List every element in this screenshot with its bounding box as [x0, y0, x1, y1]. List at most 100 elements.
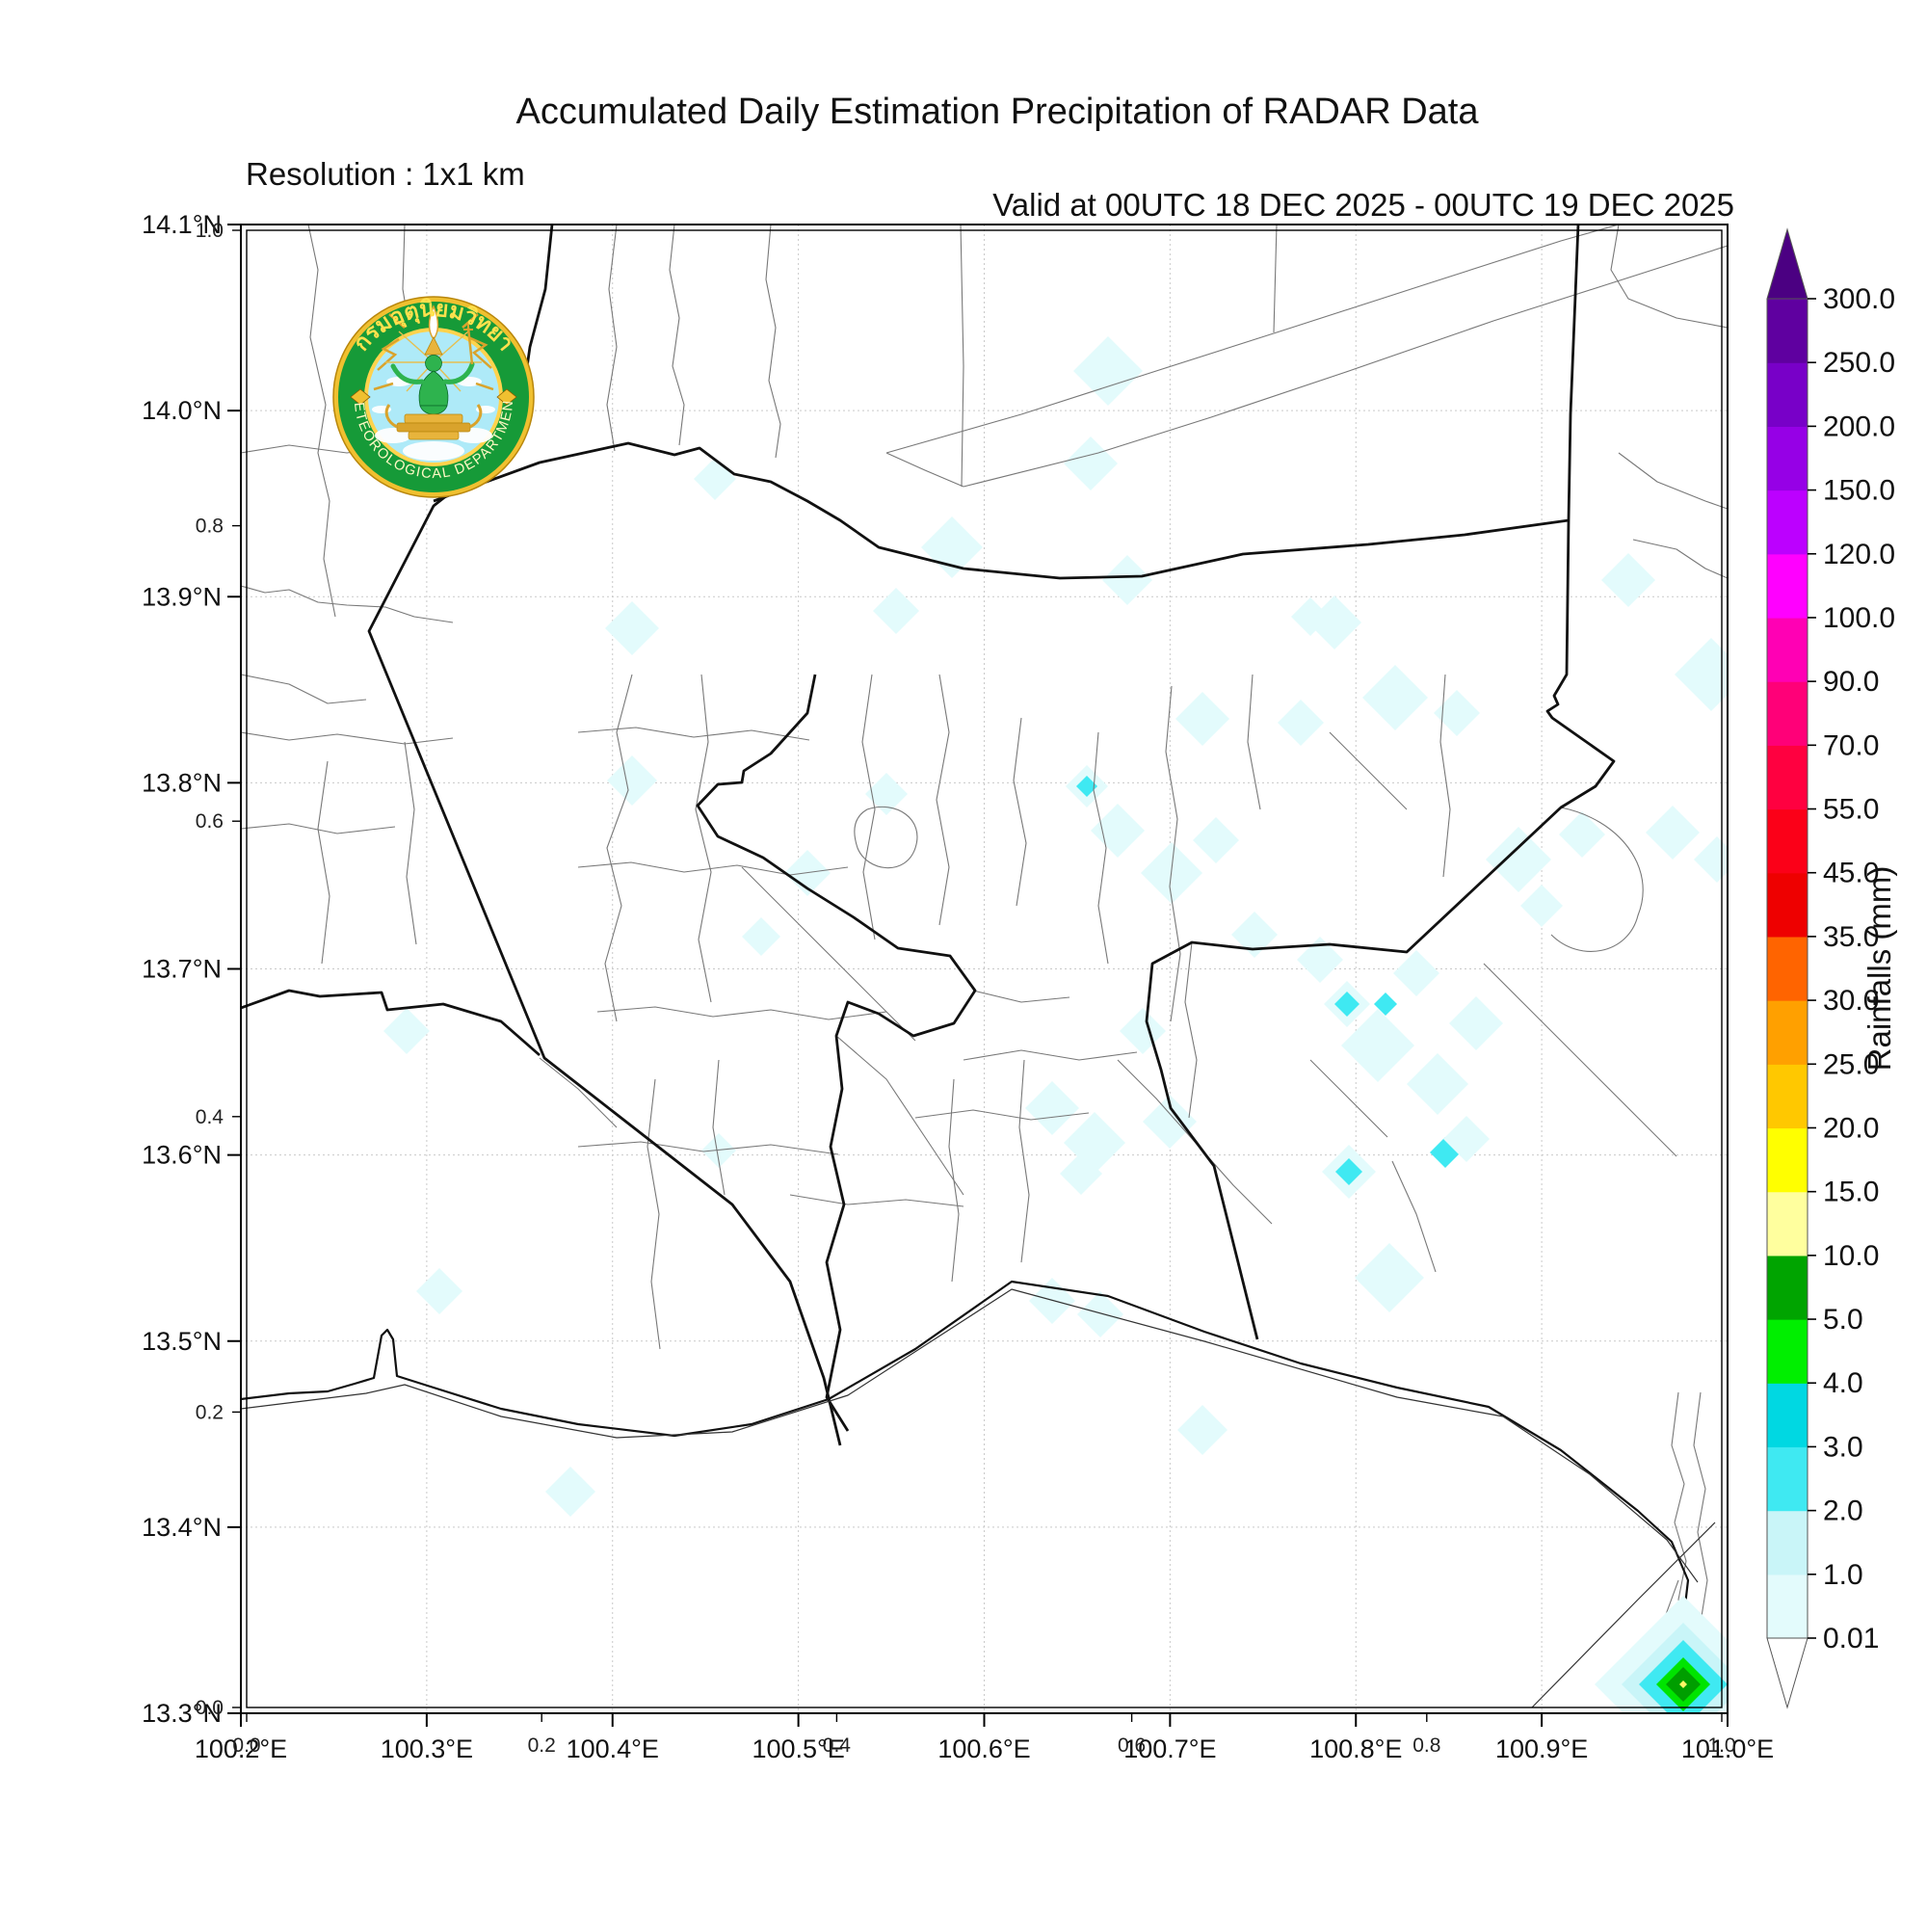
lat-tick-label: 13.8°N: [142, 768, 222, 797]
colorbar-segment: [1767, 1383, 1808, 1448]
colorbar-tick-label: 55.0: [1823, 794, 1879, 826]
inner-y-tick-label: 0.0: [196, 1697, 224, 1719]
colorbar-tick-label: 1.0: [1823, 1559, 1863, 1591]
colorbar-segment: [1767, 1319, 1808, 1384]
precip-patch: [1694, 836, 1727, 883]
precip-patch: [607, 755, 657, 806]
inner-y-tick-label: 0.4: [196, 1106, 224, 1128]
inner-y-tick-label: 0.8: [196, 516, 224, 538]
precip-patch: [1278, 700, 1324, 746]
lon-tick-label: 101.0°E: [1681, 1734, 1774, 1763]
precip-patch: [873, 588, 919, 634]
precip-patch: [1073, 336, 1143, 406]
precip-patch: [1143, 1095, 1197, 1149]
inner-y-tick-label: 1.0: [196, 220, 224, 242]
colorbar-tick-label: 4.0: [1823, 1367, 1863, 1399]
precip-patch: [1025, 1081, 1079, 1135]
precip-patch: [1175, 692, 1229, 746]
precip-patch: [1559, 811, 1605, 858]
page-title: Accumulated Daily Estimation Precipitati…: [516, 92, 1480, 132]
grid-lines: [242, 225, 1727, 1712]
colorbar-segment: [1767, 1446, 1808, 1512]
inner-y-tick-label: 0.6: [196, 810, 224, 833]
precip-patch: [1646, 806, 1700, 860]
precip-patch: [1675, 638, 1727, 711]
precip-patch: [1355, 1243, 1424, 1312]
colorbar-segment: [1767, 362, 1808, 427]
precip-patch: [1064, 437, 1118, 490]
axes: 100.2°E 100.3°E 100.4°E 100.5°E 100.6°E 100.7…: [142, 210, 1774, 1763]
colorbar-tick-label: 0.01: [1823, 1623, 1879, 1654]
colorbar-tick-label: 300.0: [1823, 283, 1895, 315]
colorbar-segment: [1767, 490, 1808, 555]
colorbar-segment: [1767, 808, 1808, 874]
inner-x-tick-label: 0.2: [528, 1734, 556, 1757]
colorbar-segment: [1767, 1191, 1808, 1257]
precip-patch: [1434, 690, 1480, 736]
colorbar-tick-label: 5.0: [1823, 1304, 1863, 1336]
inner-x-tick-label: 0.0: [232, 1734, 260, 1757]
storm-cell: [1595, 1596, 1727, 1712]
colorbar-tick-label: 20.0: [1823, 1112, 1879, 1144]
inner-x-tick-label: 0.4: [823, 1734, 852, 1757]
lat-tick-label: 13.7°N: [142, 955, 222, 984]
colorbar-tick-label: 200.0: [1823, 410, 1895, 442]
precip-patch: [1601, 553, 1655, 607]
colorbar-segment: [1767, 1574, 1808, 1639]
colorbar-segment: [1767, 299, 1808, 363]
lon-tick-label: 100.2°E: [195, 1734, 287, 1763]
lat-tick-label: 13.5°N: [142, 1327, 222, 1356]
colorbar-segment: [1767, 1000, 1808, 1065]
colorbar-segment: [1767, 1127, 1808, 1193]
map-inner-frame: [246, 229, 1723, 1708]
colorbar-segment: [1767, 681, 1808, 746]
lon-tick-label: 100.3°E: [381, 1734, 473, 1763]
colorbar-segment: [1767, 872, 1808, 938]
map-area[interactable]: [241, 225, 1772, 1773]
precip-patch: [1060, 1152, 1102, 1195]
lat-tick-label: 13.6°N: [142, 1141, 222, 1170]
colorbar-segment: [1767, 553, 1808, 619]
colorbar-segment: [1767, 1064, 1808, 1129]
precip-patch: [1291, 597, 1330, 636]
precip-patch: [1120, 1008, 1166, 1054]
colorbar-segment: [1767, 745, 1808, 810]
precip-patch: [1393, 950, 1439, 996]
precip-patch: [1374, 992, 1397, 1016]
precip-patch: [545, 1467, 595, 1517]
colorbar-outline: [1766, 299, 1808, 1638]
valid-period-label: Valid at 00UTC 18 DEC 2025 - 00UTC 19 DE…: [992, 187, 1734, 223]
colorbar-tick-label: 70.0: [1823, 729, 1879, 761]
precip-patch: [1076, 776, 1097, 797]
precip-patch: [1091, 804, 1145, 858]
colorbar-tick-label: 250.0: [1823, 347, 1895, 379]
precip-patch: [701, 1133, 736, 1168]
lat-tick-label: 13.3°N: [142, 1699, 222, 1728]
precip-patch: [694, 458, 736, 500]
lat-tick-label: 14.1°N: [142, 210, 222, 239]
precip-patch: [1335, 1158, 1362, 1185]
colorbar-segment: [1767, 1510, 1808, 1575]
precip-patch: [1443, 1116, 1490, 1162]
colorbar[interactable]: 0.01 1.0 2.0 3.0 4.0 5.0 10.0 15.0 20.0 25.0 30.0 3…: [1766, 227, 1895, 1709]
logo-ornaments: [350, 388, 517, 406]
precip-patch: [1102, 555, 1152, 605]
precip-patch: [742, 917, 780, 956]
precip-patch: [1362, 665, 1428, 730]
precip-patch: [605, 601, 659, 655]
precip-patch: [865, 773, 908, 815]
lat-tick-label: 13.9°N: [142, 582, 222, 611]
colorbar-axis-label: Rainfalls (mm): [1861, 866, 1897, 1072]
tmd-logo: กรมอุตุนิยมวิทยา METEOROLOGICAL DEPARTME…: [0, 0, 535, 498]
resolution-label: Resolution : 1x1 km: [246, 156, 525, 192]
storm-cell-ring: [1679, 1681, 1687, 1688]
lon-tick-label: 100.4°E: [567, 1734, 659, 1763]
colorbar-tick-label: 25.0: [1823, 1048, 1879, 1080]
lon-tick-label: 100.5°E: [752, 1734, 844, 1763]
precip-patch: [416, 1268, 462, 1314]
colorbar-tick-label: 90.0: [1823, 666, 1879, 698]
lat-tick-label: 14.0°N: [142, 396, 222, 425]
lon-tick-label: 100.6°E: [937, 1734, 1030, 1763]
colorbar-segment: [1767, 936, 1808, 1001]
